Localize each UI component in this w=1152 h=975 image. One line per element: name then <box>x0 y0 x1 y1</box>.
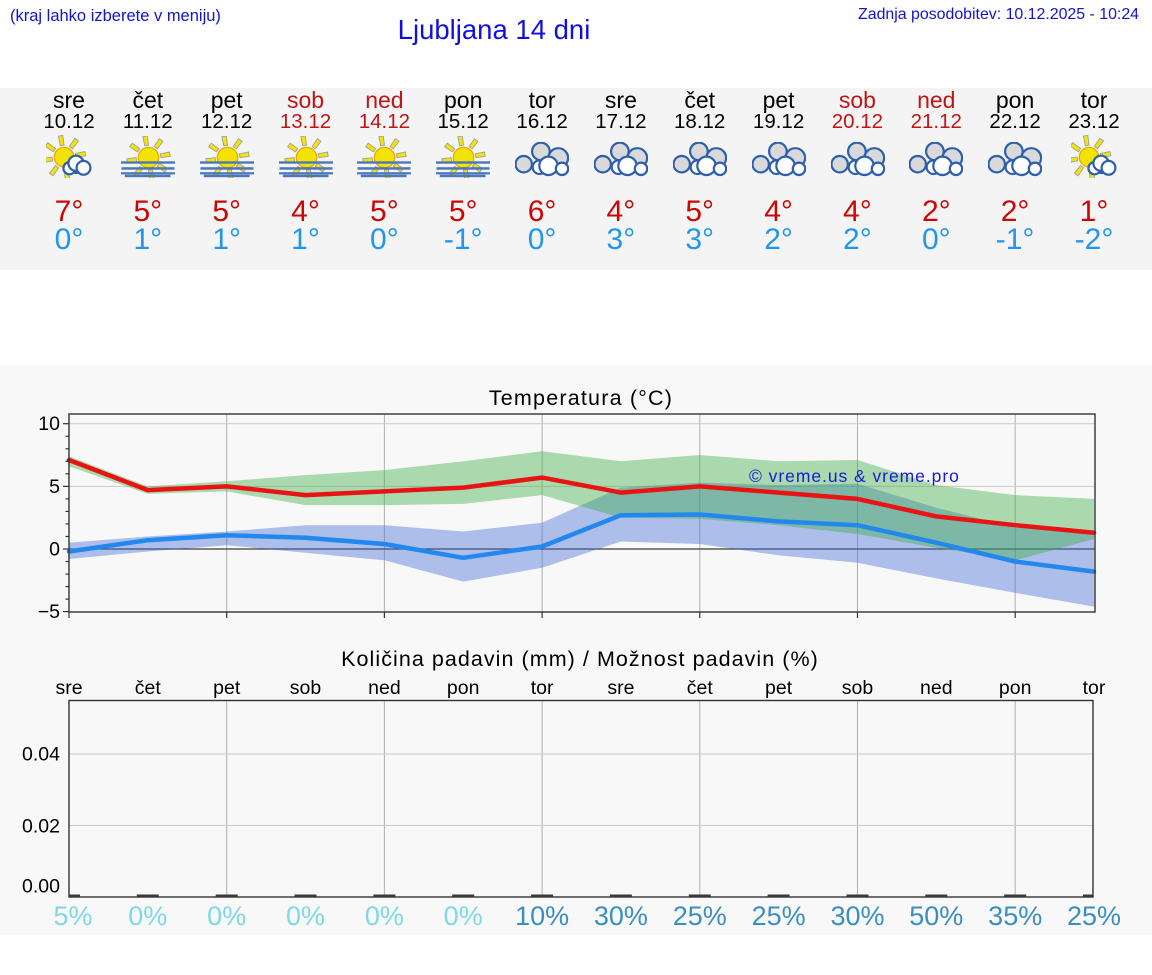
svg-text:čet: čet <box>135 677 162 699</box>
svg-text:5: 5 <box>49 476 60 498</box>
svg-text:tor: tor <box>1083 677 1106 699</box>
svg-text:čet: čet <box>687 677 714 699</box>
svg-text:ned: ned <box>368 677 401 699</box>
svg-text:10%: 10% <box>515 901 569 931</box>
svg-text:30%: 30% <box>594 901 648 931</box>
svg-text:5%: 5% <box>53 901 92 931</box>
svg-text:10: 10 <box>38 413 60 435</box>
svg-text:sre: sre <box>55 677 82 699</box>
svg-text:pon: pon <box>999 677 1032 699</box>
svg-text:0%: 0% <box>128 901 167 931</box>
svg-text:25%: 25% <box>752 901 806 931</box>
svg-text:pet: pet <box>765 677 793 699</box>
svg-text:ned: ned <box>920 677 953 699</box>
svg-text:35%: 35% <box>988 901 1042 931</box>
svg-text:0.00: 0.00 <box>22 876 60 898</box>
svg-text:0: 0 <box>49 539 60 561</box>
svg-text:25%: 25% <box>1067 901 1121 931</box>
svg-text:0%: 0% <box>207 901 246 931</box>
svg-text:50%: 50% <box>909 901 963 931</box>
svg-text:tor: tor <box>531 677 554 699</box>
svg-text:0%: 0% <box>444 901 483 931</box>
svg-text:sob: sob <box>290 677 322 699</box>
svg-text:Količina padavin (mm) / Možnos: Količina padavin (mm) / Možnost padavin … <box>341 647 819 671</box>
svg-text:0.04: 0.04 <box>22 744 60 766</box>
svg-text:sre: sre <box>607 677 634 699</box>
svg-text:Temperatura (°C): Temperatura (°C) <box>489 386 673 410</box>
svg-text:30%: 30% <box>830 901 884 931</box>
svg-text:25%: 25% <box>673 901 727 931</box>
svg-text:0%: 0% <box>286 901 325 931</box>
svg-text:0.02: 0.02 <box>22 816 60 838</box>
svg-text:0%: 0% <box>365 901 404 931</box>
svg-text:−5: −5 <box>38 601 60 623</box>
svg-text:sob: sob <box>842 677 874 699</box>
svg-text:© vreme.us & vreme.pro: © vreme.us & vreme.pro <box>749 466 960 486</box>
svg-text:pon: pon <box>447 677 480 699</box>
svg-text:pet: pet <box>213 677 241 699</box>
